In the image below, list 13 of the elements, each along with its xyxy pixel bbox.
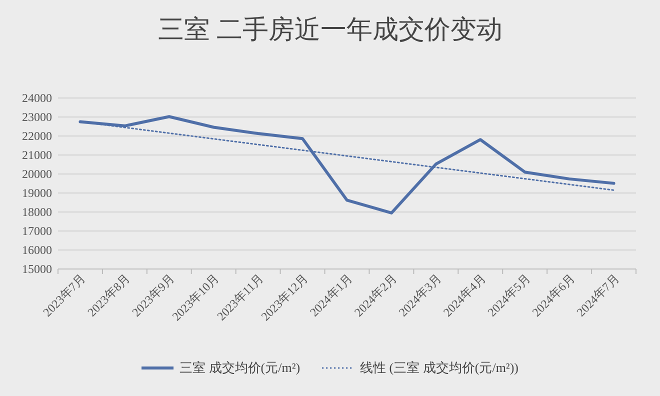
y-tick-label: 20000 [22,167,52,181]
y-tick-label: 16000 [22,243,52,257]
y-tick-label: 22000 [22,129,52,143]
y-tick-label: 24000 [22,91,52,105]
chart-title: 三室 二手房近一年成交价变动 [158,15,502,44]
y-tick-label: 17000 [22,224,52,238]
y-tick-label: 21000 [22,148,52,162]
legend-label: 三室 成交均价(元/m²) [180,360,300,375]
y-tick-label: 19000 [22,186,52,200]
y-tick-label: 18000 [22,205,52,219]
y-tick-label: 15000 [22,262,52,276]
legend-label: 线性 (三室 成交均价(元/m²)) [360,360,518,375]
y-tick-label: 23000 [22,110,52,124]
